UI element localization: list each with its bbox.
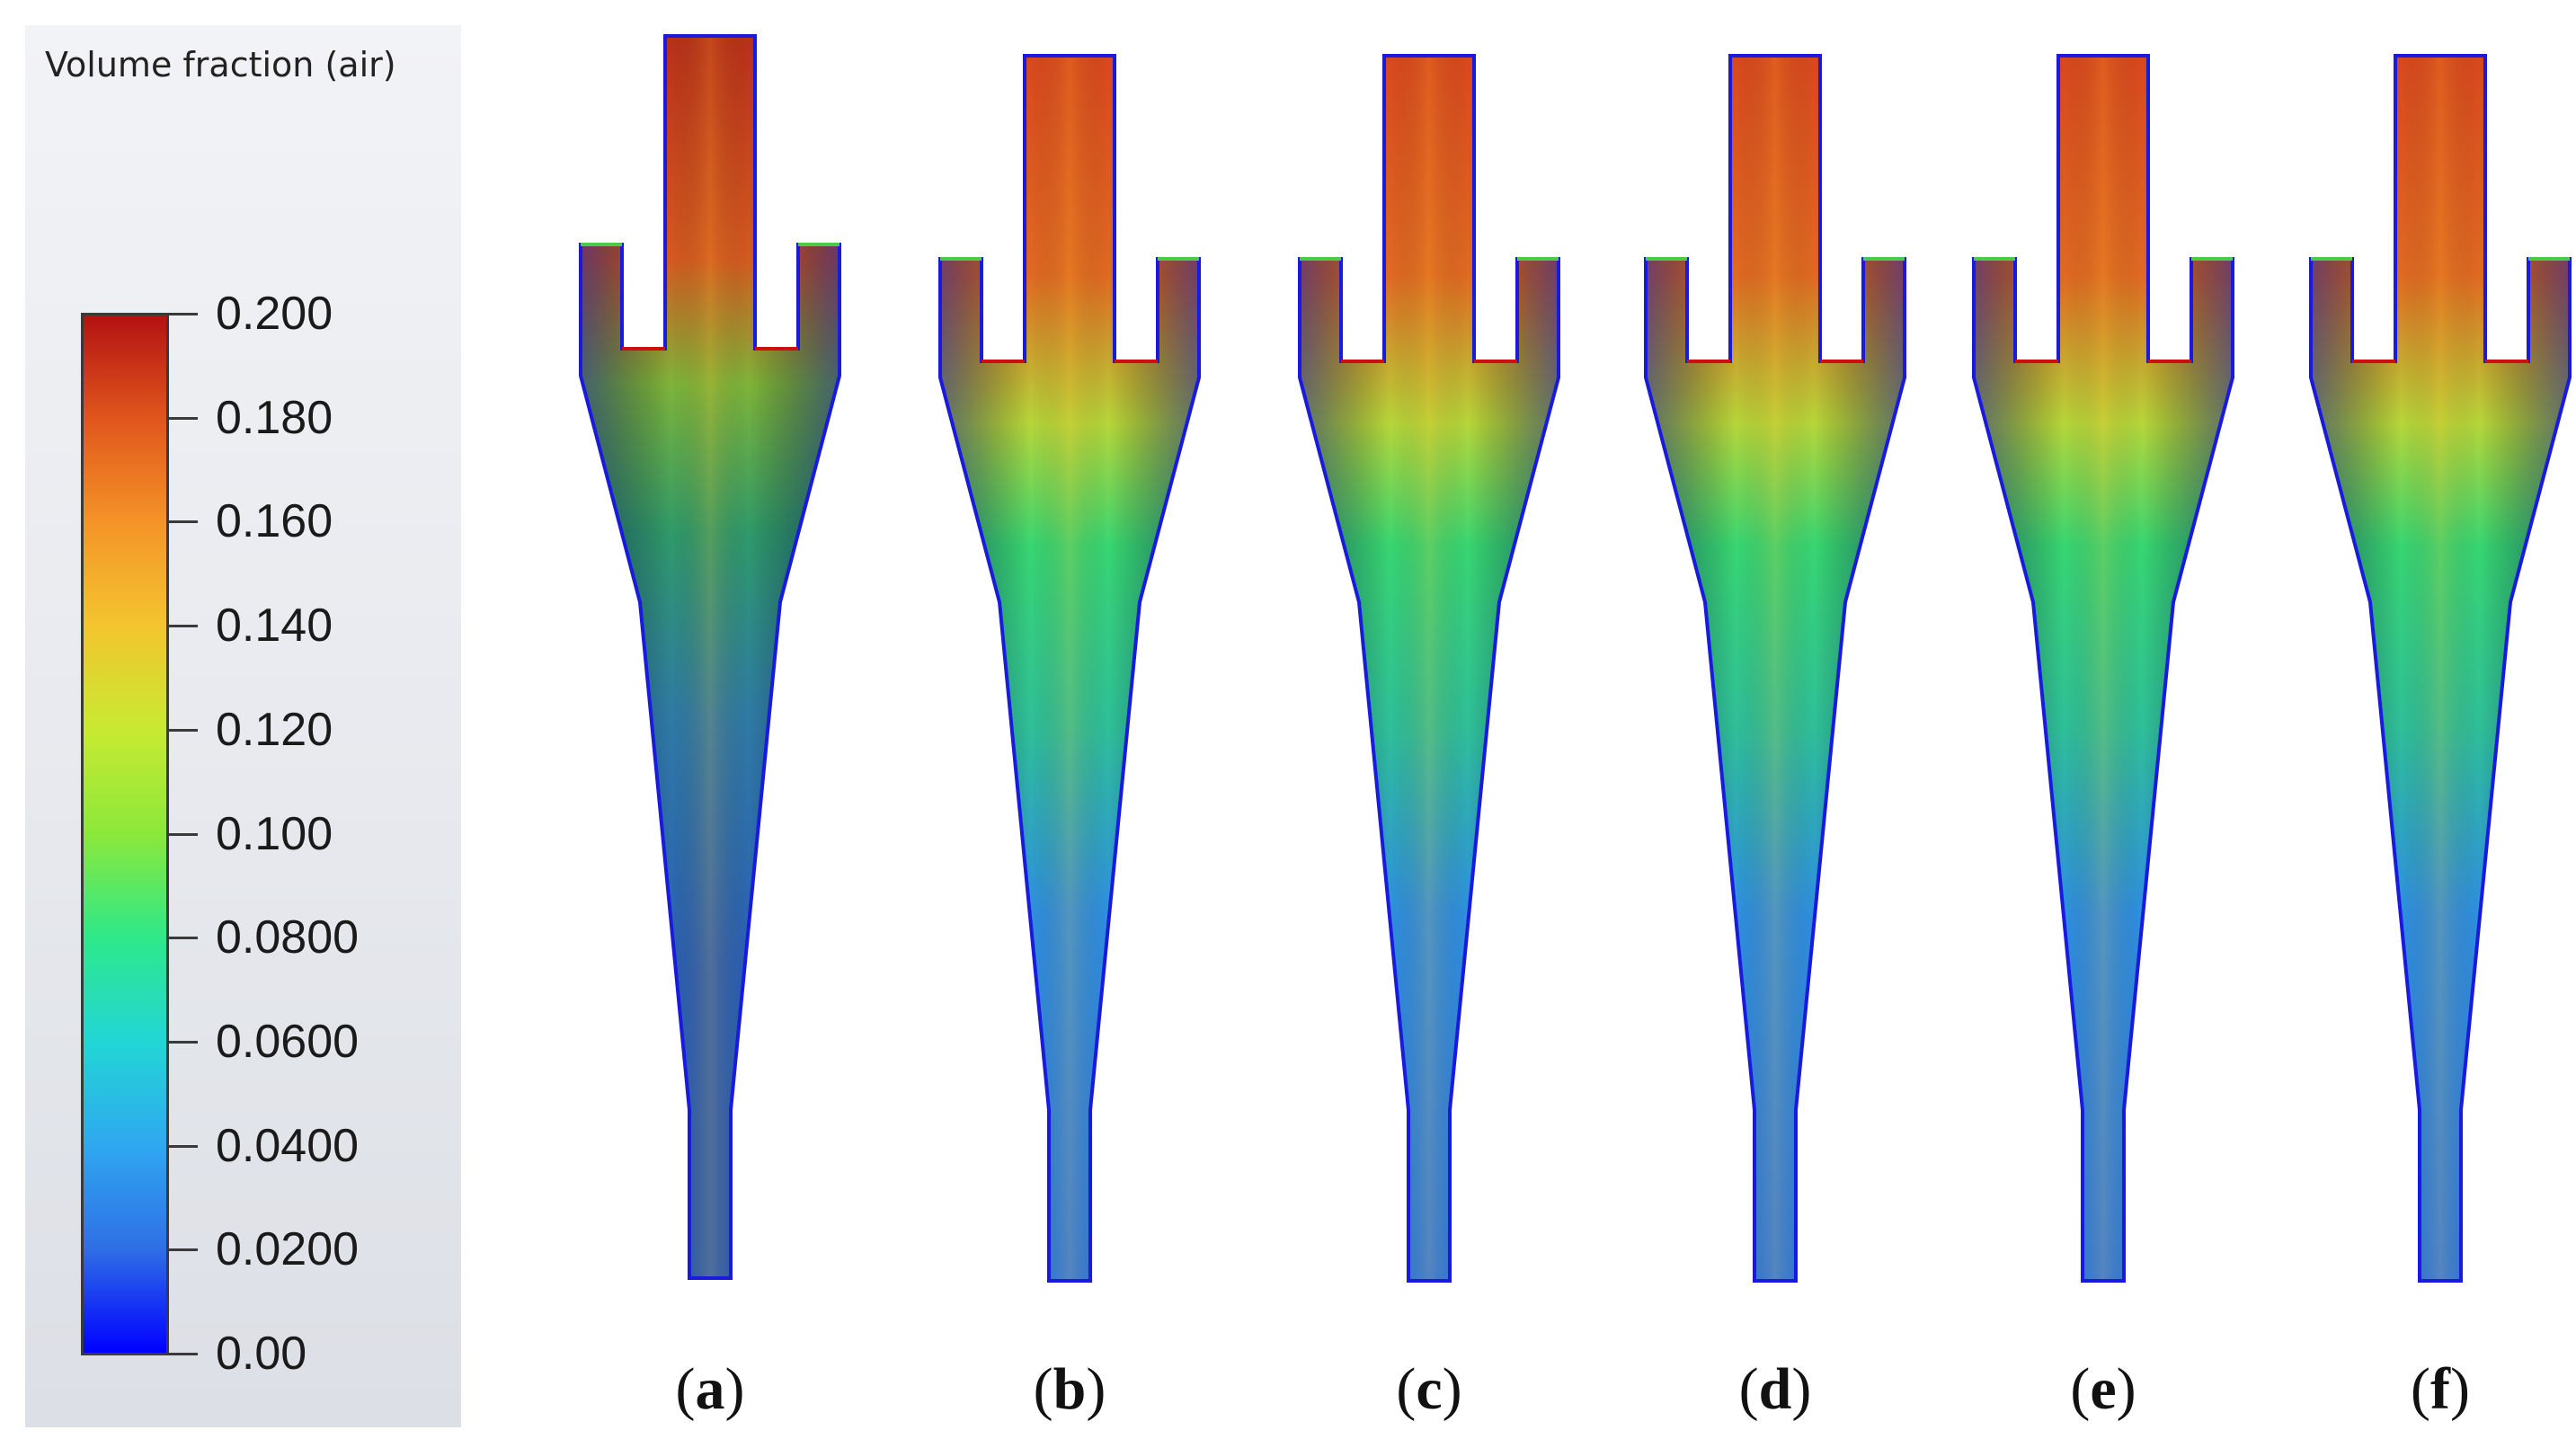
panel-label-f: (f) (2411, 1356, 2470, 1422)
colorbar-tick-label: 0.100 (216, 807, 333, 860)
colorbar-tick-label: 0.0800 (216, 911, 360, 964)
colorbar-tick-label: 0.0600 (216, 1015, 360, 1068)
panel-label-e: (e) (2070, 1356, 2136, 1422)
colorbar-tick (169, 1040, 198, 1044)
contour-shading-a (581, 36, 839, 1278)
colorbar-tick-label: 0.00 (216, 1328, 307, 1380)
colorbar-tick-label: 0.200 (216, 288, 333, 340)
colorbar-tick (169, 728, 198, 732)
colorbar-tick (169, 1353, 198, 1355)
hydrocyclone-contour-c (1298, 54, 1560, 1283)
legend-title: Volume fraction (air) (45, 45, 396, 84)
colorbar-tick-label: 0.160 (216, 495, 333, 548)
contour-shading-f (2311, 56, 2570, 1281)
colorbar-tick (169, 416, 198, 420)
colorbar-tick (169, 625, 198, 628)
colorbar-tick (169, 937, 198, 940)
hydrocyclone-contour-f (2309, 54, 2572, 1283)
colorbar-tick-label: 0.0200 (216, 1223, 360, 1276)
colorbar-tick (169, 313, 198, 315)
panel-label-c: (c) (1396, 1356, 1462, 1422)
panels-layer (579, 34, 2572, 1283)
colorbar-tick-label: 0.180 (216, 391, 333, 444)
colorbar-tick-label: 0.120 (216, 703, 333, 756)
colorbar-tick (169, 832, 198, 836)
legend-panel: Volume fraction (air) 0.200 0.180 0.160 0.1… (25, 25, 461, 1427)
colorbar (81, 313, 169, 1355)
hydrocyclone-contour-e (1972, 54, 2234, 1283)
colorbar-tick (169, 1248, 198, 1252)
panel-label-b: (b) (1033, 1356, 1106, 1422)
colorbar-tick-label: 0.0400 (216, 1119, 360, 1172)
hydrocyclone-contour-d (1644, 54, 1906, 1283)
colorbar-tick (169, 1144, 198, 1148)
contour-shading-e (1974, 56, 2233, 1281)
colorbar-tick-label: 0.140 (216, 600, 333, 653)
panel-label-d: (d) (1738, 1356, 1812, 1422)
contour-shading-c (1300, 56, 1559, 1281)
contour-shading-d (1646, 56, 1905, 1281)
hydrocyclone-contour-a (579, 34, 841, 1280)
contour-shading-b (940, 56, 1199, 1281)
panel-label-a: (a) (675, 1356, 745, 1422)
hydrocyclone-contour-b (938, 54, 1201, 1283)
colorbar-tick (169, 520, 198, 524)
